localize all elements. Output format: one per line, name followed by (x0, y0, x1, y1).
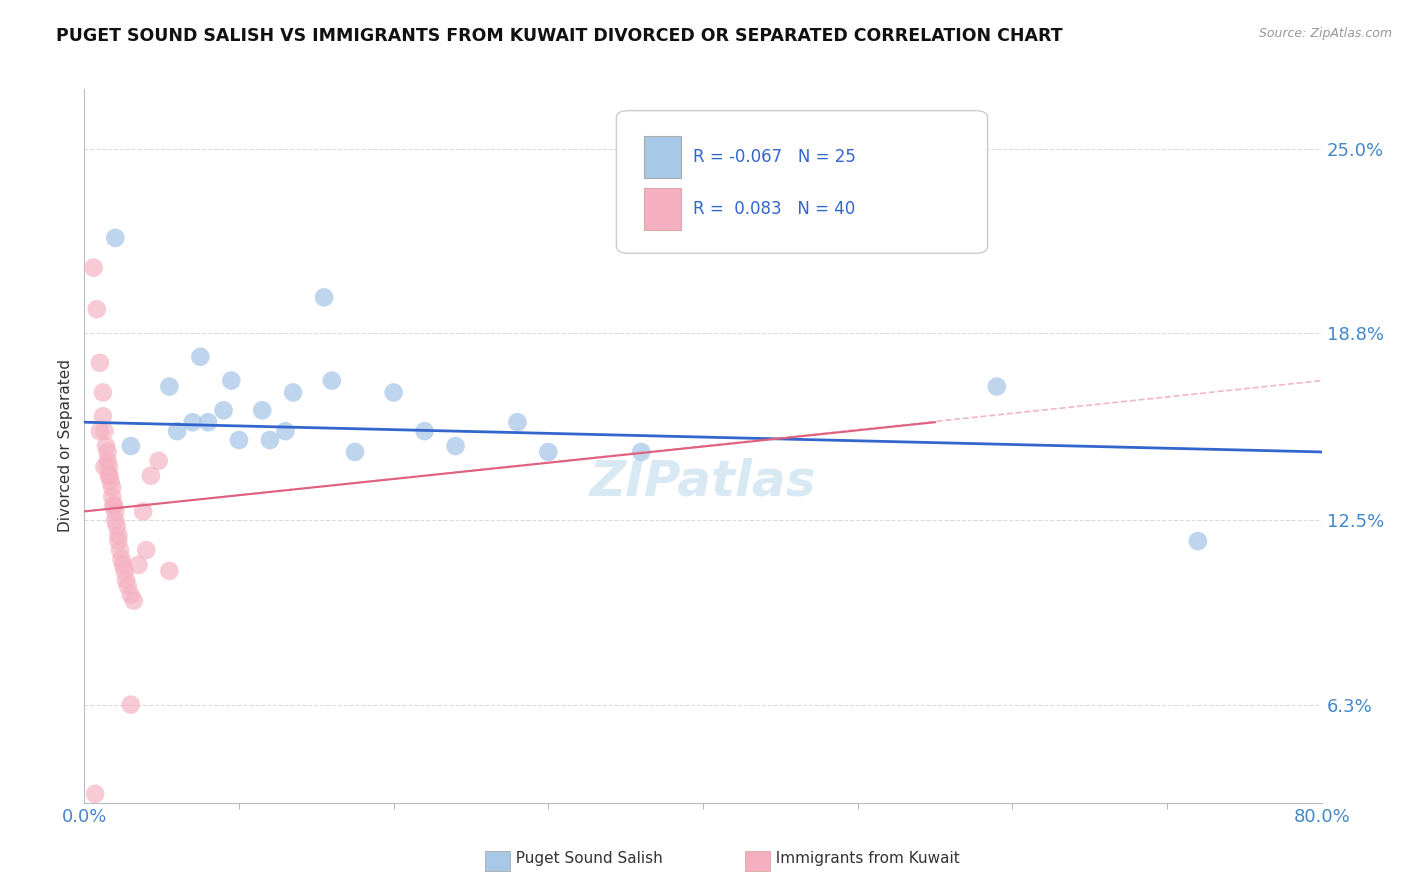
Point (188, 350, 211, 364)
Point (219, 374, 242, 388)
Point (104, 231, 127, 245)
Text: PUGET SOUND SALISH VS IMMIGRANTS FROM KUWAIT DIVORCED OR SEPARATED CORRELATION C: PUGET SOUND SALISH VS IMMIGRANTS FROM KU… (56, 27, 1063, 45)
Point (212, 403, 235, 417)
Point (114, 564, 136, 578)
Point (103, 499, 125, 513)
Point (250, 403, 273, 417)
Point (93, 424, 115, 438)
Point (343, 445, 366, 459)
Point (86, 302, 108, 317)
Point (1187, 534, 1209, 549)
Point (107, 528, 129, 542)
Point (108, 543, 131, 558)
Point (112, 558, 135, 572)
Point (197, 415, 219, 429)
Point (274, 424, 297, 438)
Point (103, 499, 125, 513)
Point (132, 504, 155, 518)
Point (98, 468, 121, 483)
Point (104, 513, 127, 527)
Point (96, 445, 118, 459)
Point (101, 481, 124, 495)
Text: Puget Sound Salish: Puget Sound Salish (506, 851, 662, 865)
Point (986, 379, 1008, 393)
Point (148, 454, 170, 468)
Point (107, 534, 129, 549)
Text: R = -0.067   N = 25: R = -0.067 N = 25 (693, 148, 856, 166)
Text: Immigrants from Kuwait: Immigrants from Kuwait (766, 851, 960, 865)
Point (120, 698, 142, 712)
Bar (644, 136, 681, 178)
FancyBboxPatch shape (616, 111, 987, 253)
Bar (644, 187, 681, 230)
Point (122, 593, 145, 607)
Point (98, 468, 121, 483)
Point (93, 459, 115, 474)
Point (89, 356, 111, 370)
Point (104, 504, 127, 518)
Point (91, 409, 114, 424)
Point (105, 519, 128, 533)
Point (84, 787, 107, 801)
Point (110, 552, 132, 566)
Point (135, 543, 157, 558)
Point (89, 424, 111, 438)
Point (382, 385, 405, 400)
Point (259, 433, 281, 447)
Point (100, 475, 122, 489)
Point (630, 445, 652, 459)
Point (91, 385, 114, 400)
Point (127, 558, 149, 572)
Text: ZIPatlas: ZIPatlas (589, 458, 817, 506)
Point (120, 439, 142, 453)
Point (98, 459, 121, 474)
Point (120, 588, 142, 602)
Point (228, 433, 250, 447)
Point (413, 424, 436, 438)
Point (94, 439, 117, 453)
Text: Source: ZipAtlas.com: Source: ZipAtlas.com (1258, 27, 1392, 40)
Point (537, 445, 560, 459)
Point (444, 439, 467, 453)
Point (115, 573, 138, 587)
Point (139, 468, 162, 483)
Y-axis label: Divorced or Separated: Divorced or Separated (58, 359, 73, 533)
Point (166, 424, 188, 438)
Point (96, 454, 118, 468)
Point (117, 579, 139, 593)
Point (83, 260, 105, 275)
Point (159, 564, 180, 578)
Point (506, 415, 529, 429)
Text: R =  0.083   N = 40: R = 0.083 N = 40 (693, 200, 855, 218)
Point (321, 374, 343, 388)
Point (159, 379, 180, 393)
Point (101, 490, 124, 504)
Point (312, 290, 335, 304)
Point (181, 415, 204, 429)
Point (281, 385, 305, 400)
